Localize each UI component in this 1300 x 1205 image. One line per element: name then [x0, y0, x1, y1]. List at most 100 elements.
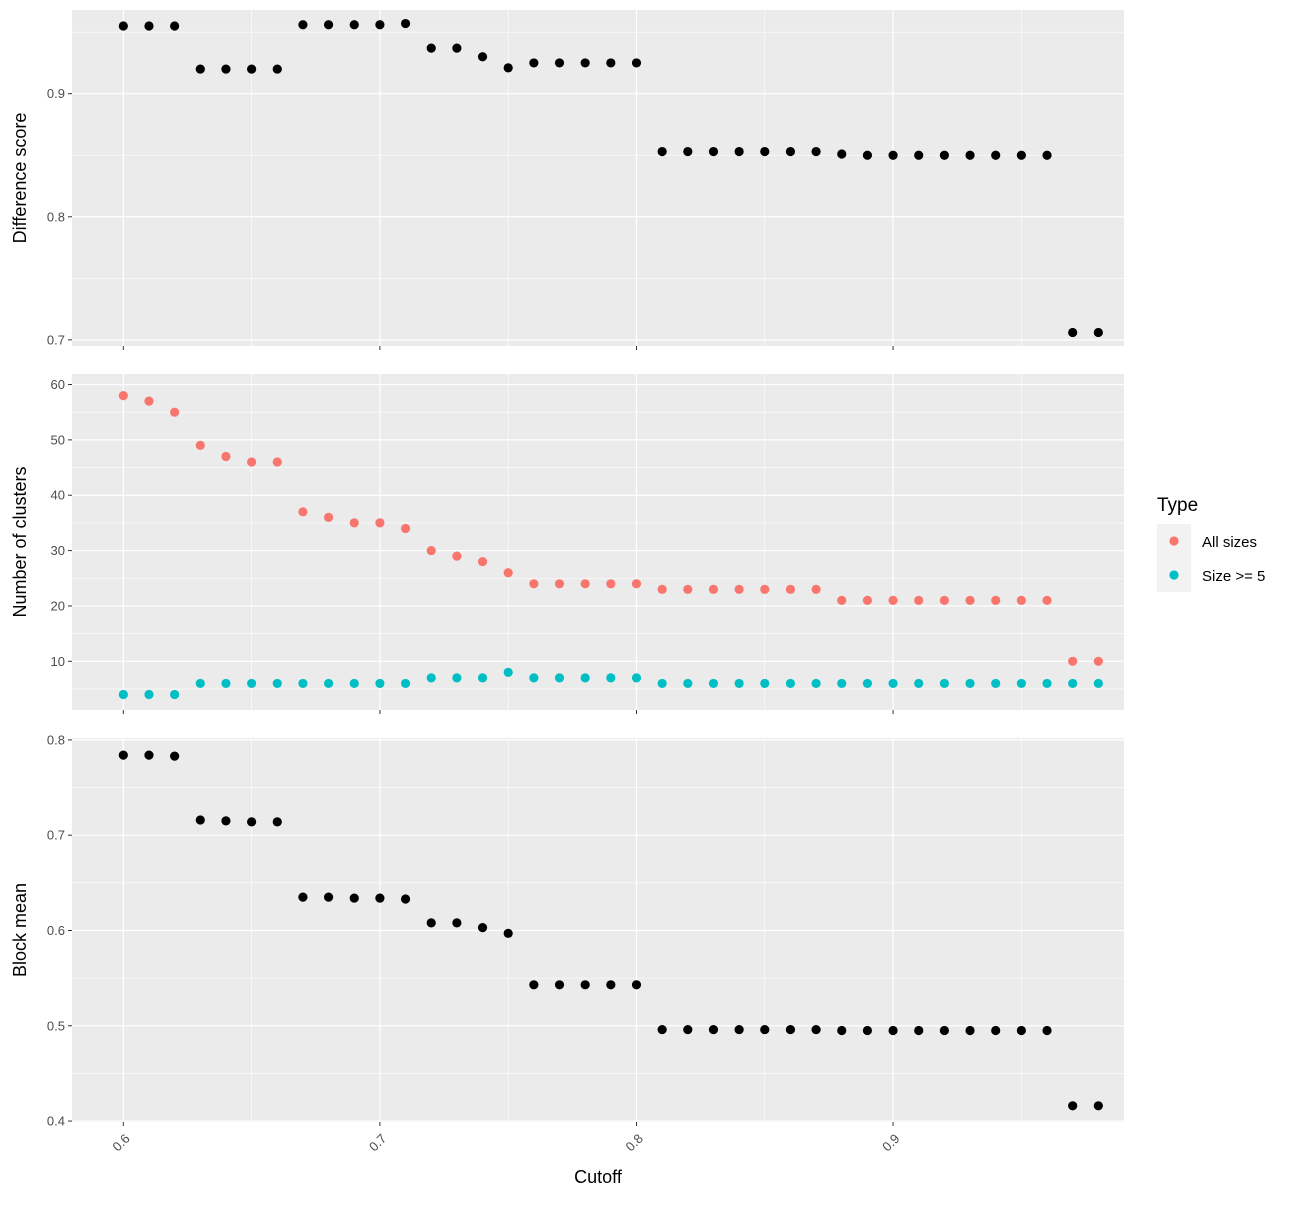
data-point [1093, 327, 1103, 338]
data-point [118, 21, 128, 31]
data-point [529, 579, 539, 589]
data-point [349, 518, 359, 528]
legend: Type All sizes Size >= 5 [1157, 495, 1265, 592]
data-point [375, 893, 385, 903]
data-point [118, 689, 128, 700]
panel-3: 0.4 0.5 0.6 0.7 0.8 0.6 0.7 0.8 0.9 Block mean Cut… [10, 732, 1124, 1187]
y-tick-label: 0.5 [47, 1018, 65, 1033]
data-point [888, 595, 898, 605]
data-point [888, 1025, 898, 1036]
legend-marker [1169, 570, 1179, 580]
data-point [1093, 656, 1103, 666]
data-point [811, 146, 821, 157]
data-point [965, 678, 975, 689]
data-point [349, 678, 359, 689]
data-point [914, 1025, 924, 1036]
data-point [965, 1025, 975, 1036]
y-axis-title: Block mean [10, 883, 30, 977]
data-point [247, 64, 257, 74]
data-point [1042, 595, 1052, 605]
data-point [1093, 678, 1103, 689]
series-all-sizes [118, 390, 1103, 666]
data-point [323, 892, 334, 902]
data-point [837, 149, 847, 159]
data-point [477, 923, 488, 933]
data-point [426, 43, 436, 53]
y-tick-label: 40 [51, 488, 65, 503]
data-point [170, 407, 180, 417]
x-tick-label: 0.7 [366, 1131, 389, 1154]
panel-background [72, 374, 1124, 710]
data-point [375, 20, 385, 30]
legend-label: All sizes [1202, 534, 1257, 551]
data-point [503, 667, 513, 677]
x-axis-title: Cutoff [574, 1167, 623, 1187]
data-point [991, 678, 1001, 689]
data-point [683, 1024, 693, 1035]
y-tick-label: 0.4 [47, 1114, 65, 1129]
data-point [991, 595, 1001, 605]
data-point [606, 58, 616, 68]
data-point [683, 146, 693, 157]
data-point [631, 980, 642, 990]
data-point [965, 595, 975, 605]
data-point [272, 64, 282, 74]
data-point [118, 390, 128, 401]
data-point [144, 689, 154, 700]
data-point [323, 678, 334, 689]
data-point [606, 980, 616, 990]
y-tick-label: 20 [51, 598, 65, 613]
data-point [914, 678, 924, 689]
data-point [503, 63, 513, 73]
data-point [400, 18, 411, 29]
data-point [144, 396, 154, 406]
data-point [914, 150, 924, 160]
data-point [503, 928, 513, 938]
data-point [939, 1025, 949, 1036]
data-point [760, 584, 770, 594]
data-point [785, 146, 796, 157]
data-point [272, 678, 282, 689]
series-1 [118, 18, 1103, 338]
data-point [170, 751, 180, 761]
data-point [144, 750, 154, 760]
data-point [247, 678, 257, 689]
data-point [657, 678, 667, 689]
y-tick-label: 50 [51, 432, 65, 447]
y-tick-label: 0.6 [47, 923, 65, 938]
y-tick-label: 0.7 [47, 828, 65, 843]
data-point [1068, 327, 1078, 338]
data-point [170, 21, 180, 31]
data-point [477, 673, 488, 683]
y-tick-label: 0.7 [47, 332, 65, 347]
data-point [1042, 1025, 1052, 1036]
data-point [477, 557, 488, 567]
data-point [221, 816, 231, 826]
data-point [1068, 656, 1078, 666]
data-point [529, 58, 539, 68]
data-point [914, 595, 924, 605]
data-point [888, 150, 898, 160]
data-point [298, 507, 308, 517]
data-point [452, 918, 462, 928]
data-point [221, 678, 231, 689]
data-point [580, 58, 590, 68]
data-point [477, 52, 488, 62]
panel-2: 10 20 30 40 50 60 Number of clusters Type All si… [10, 374, 1265, 714]
data-point [195, 678, 205, 689]
data-point [606, 579, 616, 589]
data-point [452, 673, 462, 683]
data-point [785, 678, 796, 689]
data-point [939, 150, 949, 160]
data-point [298, 20, 308, 30]
data-point [708, 584, 719, 594]
data-point [170, 689, 180, 700]
y-tick-label: 60 [51, 377, 65, 392]
data-point [426, 545, 436, 556]
data-point [375, 678, 385, 689]
data-point [247, 817, 257, 827]
data-point [426, 673, 436, 683]
data-point [400, 678, 411, 689]
data-point [785, 584, 796, 594]
